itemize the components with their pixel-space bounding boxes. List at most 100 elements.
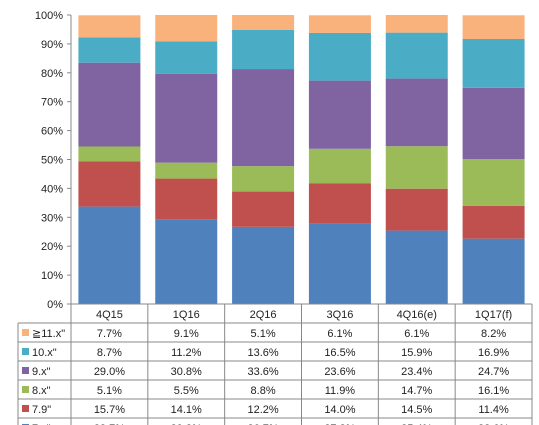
bar-segment (78, 37, 141, 63)
y-tick-label: 100% (35, 10, 63, 22)
data-label: 5.1% (251, 328, 276, 340)
data-label: 7.7% (97, 328, 122, 340)
y-tick-label: 0% (47, 299, 63, 311)
y-tick-label: 50% (41, 155, 63, 167)
bar-segment (462, 159, 525, 206)
bar-segment (308, 223, 371, 304)
bar-segment (385, 15, 448, 33)
bar-segment (78, 161, 141, 207)
bar-segment (78, 15, 141, 38)
data-label: 14.0% (324, 404, 355, 416)
legend-label: 8.x" (32, 385, 51, 397)
data-label: 14.1% (171, 404, 202, 416)
bar-segment (155, 162, 218, 179)
data-label: 23.6% (324, 366, 355, 378)
bar-segment (78, 146, 141, 162)
bar-segment (308, 80, 371, 149)
data-label: 6.1% (404, 328, 429, 340)
data-label: 11.9% (325, 385, 356, 397)
bar-segment (232, 166, 295, 192)
category-label: 4Q15 (96, 309, 123, 321)
bar-segment (385, 230, 448, 304)
legend-swatch (22, 386, 29, 393)
data-label: 5.1% (97, 385, 122, 397)
bar-segment (308, 15, 371, 33)
data-label: 25.4% (401, 423, 432, 425)
data-label: 6.1% (327, 328, 352, 340)
data-label: 16.5% (324, 347, 355, 359)
legend-swatch (22, 367, 29, 374)
category-label: 2Q16 (250, 309, 277, 321)
y-tick-label: 60% (41, 126, 63, 138)
legend-swatch (22, 348, 29, 355)
data-label: 29.3% (171, 423, 202, 425)
data-label: 12.2% (247, 404, 278, 416)
legend-label: ≧11.x" (32, 328, 65, 340)
data-label: 26.7% (247, 423, 278, 425)
data-label: 9.1% (174, 328, 199, 340)
data-label: 24.7% (478, 366, 509, 378)
y-tick-label: 90% (41, 39, 63, 51)
data-label: 22.6% (478, 423, 509, 425)
bar-segment (462, 38, 525, 88)
bar-segment (308, 32, 371, 81)
bar-segment (462, 205, 525, 239)
legend-label: 7.9" (32, 404, 51, 416)
data-label: 11.2% (171, 347, 202, 359)
bar-segment (232, 29, 295, 70)
data-label: 13.6% (247, 347, 278, 359)
data-label: 11.4% (478, 404, 509, 416)
data-label: 16.9% (478, 347, 509, 359)
bar-segment (232, 15, 295, 30)
legend-swatch (22, 405, 29, 412)
bar-segment (232, 191, 295, 227)
data-label: 15.7% (94, 404, 125, 416)
y-tick-label: 40% (41, 183, 63, 195)
data-label: 30.8% (171, 366, 202, 378)
bar-segment (155, 219, 218, 304)
data-label: 33.6% (247, 366, 278, 378)
data-label: 27.8% (324, 423, 355, 425)
bar-segment (155, 73, 218, 163)
bar-segment (462, 15, 525, 39)
bar-segment (308, 148, 371, 184)
category-label: 4Q16(e) (397, 309, 437, 321)
data-label: 16.1% (478, 385, 509, 397)
y-tick-label: 70% (41, 97, 63, 109)
bar-segment (78, 206, 141, 304)
bar-segment (155, 15, 218, 42)
bar-segment (155, 41, 218, 74)
bar-segment (385, 146, 448, 189)
y-tick-label: 10% (41, 270, 63, 282)
data-label: 5.5% (174, 385, 199, 397)
bar-segment (385, 78, 448, 147)
category-label: 3Q16 (326, 309, 353, 321)
legend-label: 9.x" (32, 366, 51, 378)
bar-segment (232, 69, 295, 167)
data-label: 29.0% (94, 366, 125, 378)
y-tick-label: 30% (41, 212, 63, 224)
data-label: 8.8% (251, 385, 276, 397)
data-label: 14.7% (401, 385, 432, 397)
data-label: 33.7% (94, 423, 125, 425)
bar-segment (232, 226, 295, 304)
legend-label: 10.x" (32, 347, 57, 359)
category-label: 1Q17(f) (475, 309, 512, 321)
y-tick-label: 20% (41, 241, 63, 253)
data-label: 14.5% (401, 404, 432, 416)
bar-segment (462, 238, 525, 304)
y-tick-label: 80% (41, 68, 63, 80)
category-label: 1Q16 (173, 309, 200, 321)
bar-segment (385, 32, 448, 79)
bar-segment (155, 178, 218, 220)
bar-segment (308, 183, 371, 224)
data-label: 8.7% (97, 347, 122, 359)
legend-swatch (22, 329, 29, 336)
legend-label: 7.x" (32, 423, 51, 425)
bar-segment (462, 87, 525, 160)
bar-segment (78, 62, 141, 147)
bar-segment (385, 188, 448, 231)
data-label: 23.4% (401, 366, 432, 378)
data-label: 8.2% (481, 328, 506, 340)
